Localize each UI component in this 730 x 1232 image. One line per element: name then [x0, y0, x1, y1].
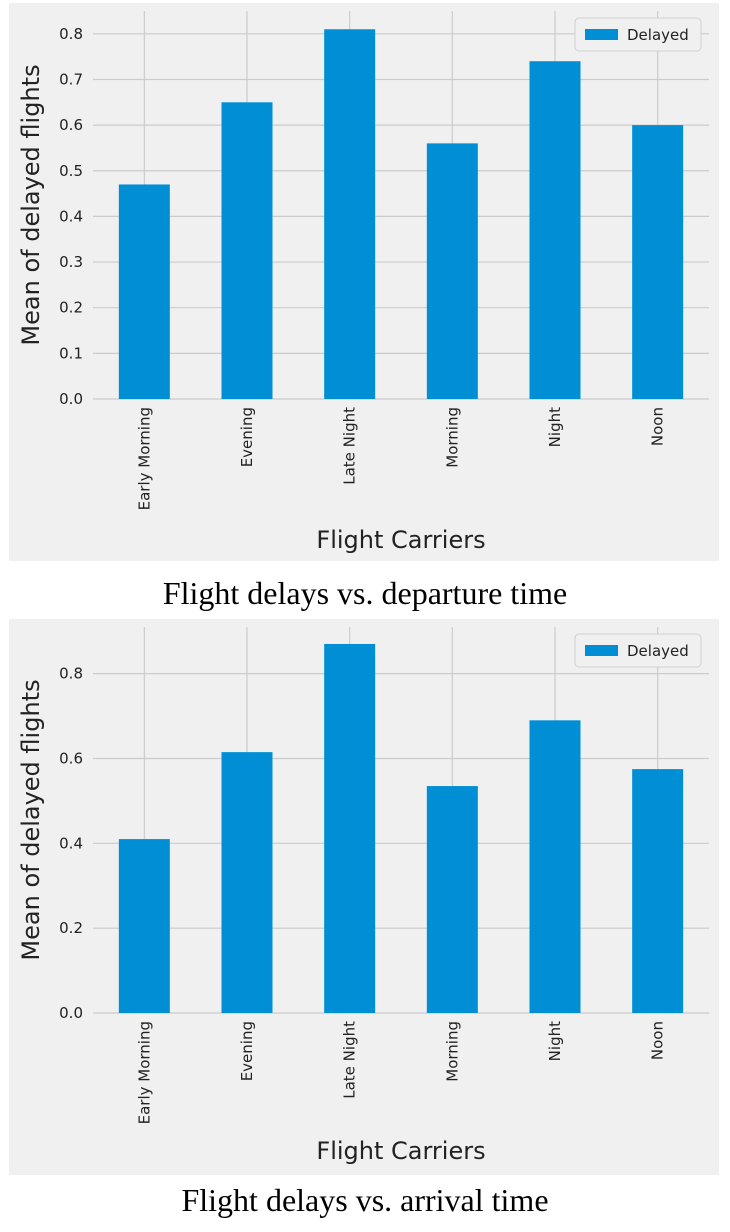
bar-noon: [632, 769, 684, 1013]
y-tick-label: 0.2: [59, 299, 83, 317]
bar-evening: [221, 752, 273, 1013]
y-tick-label: 0.8: [59, 25, 83, 43]
x-tick-label: Early Morning: [135, 407, 153, 510]
x-tick-label: Night: [546, 1021, 564, 1061]
y-tick-label: 0.0: [59, 390, 83, 408]
y-tick-label: 0.1: [59, 344, 83, 362]
x-tick-label: Noon: [649, 1021, 667, 1060]
arrival-delay-chart: 0.0 0.2 0.4 0.6 0.8 Early Morning Evening Late …: [9, 619, 719, 1175]
y-tick-label: 0.3: [59, 253, 83, 271]
x-tick-label: Noon: [649, 407, 667, 446]
x-tick-label: Evening: [238, 1021, 256, 1081]
x-tick-label: Morning: [443, 407, 461, 468]
x-tick-label: Late Night: [341, 1021, 359, 1099]
y-tick-label: 0.4: [59, 207, 83, 225]
y-tick-label: 0.5: [59, 162, 83, 180]
departure-chart-caption: Flight delays vs. departure time: [162, 575, 568, 611]
bar-early-morning: [118, 184, 170, 399]
bar-morning: [426, 786, 478, 1013]
arrival-chart-caption: Flight delays vs. arrival time: [181, 1182, 549, 1218]
legend-box: [574, 633, 702, 668]
bar-early-morning: [118, 839, 170, 1013]
x-tick-label: Morning: [443, 1021, 461, 1082]
y-tick-label: 0.2: [59, 919, 83, 937]
bar-night: [529, 720, 581, 1013]
bar-night: [529, 61, 581, 400]
y-axis-label: Mean of delayed flights: [17, 64, 45, 345]
y-axis-label: Mean of delayed flights: [17, 679, 45, 960]
y-tick-label: 0.8: [59, 665, 83, 683]
legend-swatch: [585, 645, 618, 656]
y-tick-label: 0.0: [59, 1004, 83, 1022]
legend-box: [574, 17, 702, 52]
x-tick-label: Night: [546, 407, 564, 447]
y-tick-label: 0.6: [59, 749, 83, 767]
legend-label: Delayed: [627, 642, 689, 660]
y-tick-label: 0.4: [59, 834, 83, 852]
y-tick-label: 0.7: [59, 70, 83, 88]
bar-noon: [632, 125, 684, 399]
x-axis-label: Flight Carriers: [316, 526, 485, 554]
bar-late-night: [324, 29, 376, 400]
x-tick-label: Evening: [238, 407, 256, 467]
x-axis-label: Flight Carriers: [316, 1137, 485, 1165]
bar-morning: [426, 143, 478, 399]
legend-label: Delayed: [627, 26, 689, 44]
y-tick-label: 0.6: [59, 116, 83, 134]
legend-swatch: [585, 29, 618, 40]
x-tick-label: Late Night: [341, 407, 359, 485]
departure-delay-chart: 0.0 0.1 0.2 0.3 0.4 0.5 0.6 0.7 0.8 Early Morning…: [9, 3, 719, 561]
x-tick-label: Early Morning: [135, 1021, 153, 1124]
bar-late-night: [324, 643, 376, 1013]
bar-evening: [221, 102, 273, 399]
chart-svg: 0.0 0.1 0.2 0.3 0.4 0.5 0.6 0.7 0.8 Early Morning…: [17, 11, 709, 554]
chart-svg: 0.0 0.2 0.4 0.6 0.8 Early Morning Evening Late …: [17, 627, 709, 1165]
